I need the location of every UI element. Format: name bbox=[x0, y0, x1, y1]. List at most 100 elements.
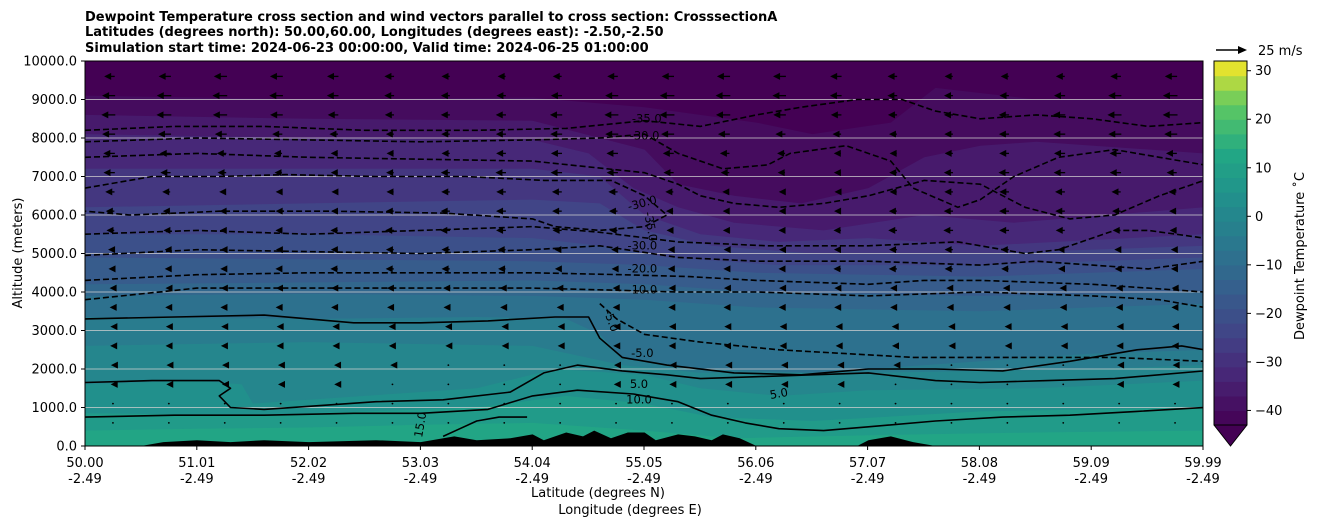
wind-arrow bbox=[1166, 169, 1177, 177]
wind-arrow bbox=[1171, 284, 1179, 292]
wind-arrow bbox=[391, 402, 394, 405]
wind-arrow bbox=[893, 361, 901, 369]
wind-arrow bbox=[778, 188, 786, 196]
wind-arrow bbox=[557, 323, 565, 331]
wind-arrow bbox=[948, 323, 956, 331]
wind-arrow bbox=[998, 169, 1010, 177]
wind-arrow bbox=[326, 92, 339, 100]
wind-arrow bbox=[666, 226, 674, 234]
wind-arrow bbox=[385, 265, 394, 273]
contour-label-9: 5.0 bbox=[630, 377, 648, 391]
wind-arrow bbox=[659, 92, 675, 100]
wind-arrow bbox=[605, 92, 619, 100]
y-axis-label: Altitude (meters) bbox=[11, 198, 26, 309]
wind-arrow bbox=[441, 265, 450, 273]
wind-arrow bbox=[278, 380, 286, 388]
wind-arrow bbox=[104, 72, 115, 80]
wind-arrow bbox=[330, 207, 338, 215]
x-axis-label-longitude: Longitude (degrees E) bbox=[558, 503, 702, 518]
wind-arrow bbox=[440, 92, 450, 100]
wind-arrow bbox=[1054, 92, 1066, 100]
wind-arrow bbox=[889, 149, 897, 157]
wind-arrow bbox=[1117, 361, 1125, 369]
colorbar-label: Dewpoint Temperature ˚C bbox=[1292, 172, 1308, 340]
wind-arrow bbox=[220, 284, 228, 292]
wind-arrow bbox=[550, 149, 562, 157]
wind-arrow bbox=[275, 303, 283, 311]
wind-arrow bbox=[552, 226, 562, 234]
colorbar-segment-13 bbox=[1214, 221, 1247, 237]
wind-arrow bbox=[778, 265, 786, 273]
wind-arrow bbox=[1054, 149, 1066, 157]
colorbar-segment-17 bbox=[1214, 162, 1247, 179]
wind-arrow bbox=[943, 111, 953, 119]
wind-arrow bbox=[668, 303, 676, 311]
wind-arrow bbox=[723, 342, 731, 350]
wind-arrow bbox=[385, 226, 394, 234]
wind-arrow bbox=[1060, 342, 1068, 350]
x-tick-lat-8: 58.08 bbox=[961, 456, 998, 471]
wind-arrow bbox=[220, 246, 228, 254]
wind-arrow bbox=[1057, 246, 1065, 254]
contour-label-8: -5.0 bbox=[631, 346, 653, 360]
wind-arrow bbox=[110, 380, 118, 388]
wind-arrow bbox=[834, 207, 842, 215]
wind-arrow bbox=[894, 422, 897, 424]
wind-arrow bbox=[495, 169, 507, 177]
colorbar-ticks: 30 20 10 0 −10 −20 −30 −40 bbox=[1247, 64, 1282, 419]
wind-arrow bbox=[275, 246, 283, 254]
wind-arrow bbox=[726, 402, 729, 405]
wind-arrow bbox=[1174, 422, 1176, 424]
wind-arrow bbox=[613, 361, 621, 369]
wind-arrow bbox=[888, 130, 897, 138]
contour-label-10: 10.0 bbox=[626, 392, 652, 406]
y-tick-label-2: 2000.0 bbox=[32, 363, 78, 378]
wind-arrow bbox=[1053, 130, 1066, 138]
wind-arrow bbox=[156, 92, 172, 100]
quiver-key-label: 25 m/s bbox=[1258, 44, 1303, 59]
wind-arrow bbox=[497, 246, 506, 254]
wind-arrow bbox=[1170, 265, 1178, 273]
wind-arrow bbox=[384, 111, 394, 119]
wind-arrow bbox=[385, 207, 394, 215]
plot-area: -35.0-30.0-30.0-35.0-30.0-20.0-10.0-5.0-… bbox=[85, 61, 1203, 446]
wind-arrow bbox=[272, 130, 283, 138]
wind-arrow bbox=[615, 422, 617, 424]
wind-arrow bbox=[667, 246, 675, 254]
wind-arrow bbox=[388, 323, 396, 331]
wind-arrow bbox=[716, 72, 731, 80]
x-tick-lat-7: 57.07 bbox=[849, 456, 886, 471]
wind-arrow bbox=[946, 284, 954, 292]
wind-arrow bbox=[498, 265, 506, 273]
colorbar-tick-label-3: 0 bbox=[1255, 210, 1263, 225]
wind-arrow bbox=[1107, 111, 1122, 119]
contour-labels: -35.0-30.0-30.0-35.0-30.0-20.0-10.0-5.0-… bbox=[411, 111, 789, 438]
wind-arrow bbox=[724, 323, 732, 331]
wind-arrow bbox=[946, 303, 954, 311]
wind-arrow bbox=[778, 207, 786, 215]
wind-arrow bbox=[888, 226, 898, 234]
wind-arrow bbox=[106, 226, 115, 234]
wind-arrow bbox=[671, 422, 673, 424]
wind-arrow bbox=[496, 207, 506, 215]
wind-arrow bbox=[443, 284, 451, 292]
wind-arrow bbox=[669, 361, 677, 369]
wind-arrow bbox=[665, 188, 674, 196]
wind-arrow bbox=[216, 149, 227, 157]
x-tick-lon-7: -2.49 bbox=[851, 472, 885, 487]
wind-arrow bbox=[1062, 383, 1065, 386]
wind-arrow bbox=[998, 111, 1010, 119]
contour-label-5: -20.0 bbox=[627, 261, 657, 275]
contour-line-3 bbox=[85, 173, 668, 232]
y-tick-label-6: 6000.0 bbox=[32, 209, 78, 224]
colorbar-segment-6 bbox=[1214, 323, 1247, 339]
wind-arrow bbox=[335, 422, 338, 424]
colorbar-extend-outline bbox=[1213, 424, 1248, 447]
wind-arrow bbox=[269, 92, 283, 100]
wind-arrow bbox=[384, 92, 395, 100]
wind-arrow bbox=[331, 284, 339, 292]
wind-arrow bbox=[163, 226, 171, 234]
wind-arrow bbox=[837, 380, 845, 388]
wind-arrow bbox=[212, 111, 228, 119]
colorbar-tick-label-4: −10 bbox=[1255, 258, 1282, 273]
